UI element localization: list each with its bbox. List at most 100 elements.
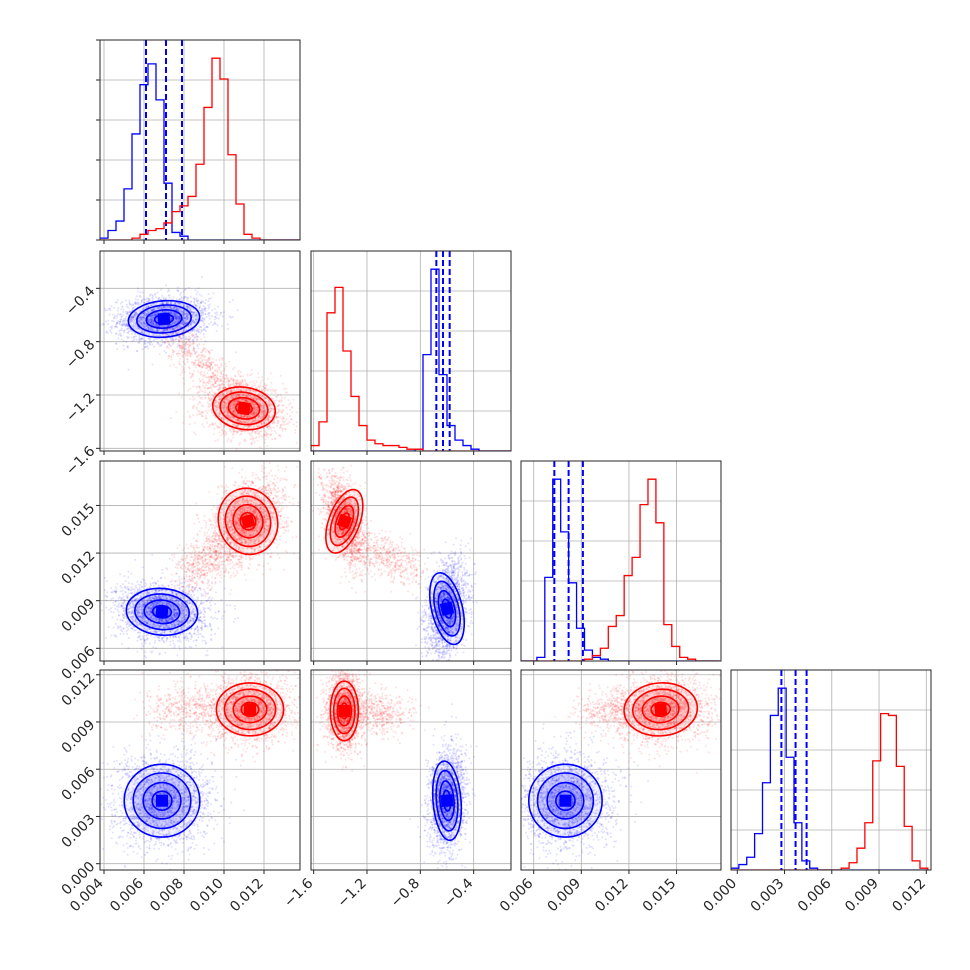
sample-point	[153, 345, 156, 348]
sample-point	[236, 309, 239, 312]
sample-point	[195, 333, 198, 336]
sample-point	[191, 313, 194, 315]
sample-point	[184, 316, 187, 319]
sample-point	[197, 395, 200, 398]
sample-point	[187, 315, 190, 318]
sample-point	[193, 298, 196, 301]
sample-point	[163, 342, 166, 345]
sample-point	[127, 314, 130, 316]
sample-point	[116, 309, 119, 312]
sample-point	[211, 367, 214, 370]
sample-point	[134, 302, 136, 305]
sample-point	[146, 309, 149, 312]
sample-point	[229, 315, 231, 318]
sample-point	[275, 399, 278, 402]
sample-point	[130, 320, 133, 323]
sample-point	[133, 314, 136, 317]
sample-point	[166, 324, 168, 327]
sample-point	[204, 654, 207, 657]
sample-point	[151, 315, 154, 318]
sample-point	[109, 329, 112, 331]
sample-point	[116, 301, 118, 304]
sample-point	[125, 299, 127, 302]
sample-point	[147, 333, 150, 335]
sample-point	[165, 302, 168, 305]
sample-point	[134, 302, 137, 305]
sample-point	[192, 335, 195, 338]
sample-point	[267, 427, 270, 430]
sample-point	[187, 324, 190, 327]
sample-point	[175, 317, 178, 320]
sample-point	[192, 297, 195, 299]
sample-point	[121, 310, 124, 313]
panel-frame	[310, 250, 512, 452]
sample-point	[151, 294, 154, 297]
sample-point	[179, 336, 181, 338]
sample-point	[117, 312, 120, 315]
sample-point	[219, 384, 222, 387]
sample-point	[167, 324, 170, 327]
sample-point	[295, 421, 298, 424]
sample-point	[250, 435, 253, 438]
sample-point	[283, 388, 286, 390]
sample-point	[202, 328, 205, 330]
sample-point	[213, 380, 216, 383]
sample-point	[175, 320, 178, 323]
sample-point	[199, 633, 202, 636]
sample-point	[117, 597, 120, 600]
sample-point	[143, 320, 146, 323]
sample-point	[199, 301, 202, 304]
sample-point	[178, 310, 181, 312]
sample-point	[175, 317, 178, 320]
sample-point	[194, 361, 197, 364]
sample-point	[131, 308, 134, 311]
sample-point	[219, 371, 222, 374]
sample-point	[173, 311, 176, 314]
sample-point	[189, 295, 192, 298]
sample-point	[188, 423, 191, 426]
sample-point	[132, 327, 135, 330]
sample-point	[200, 326, 203, 329]
sample-point	[282, 428, 285, 430]
sample-point	[121, 305, 123, 308]
sample-point	[261, 376, 263, 378]
sample-point	[220, 434, 223, 437]
sample-point	[145, 345, 148, 348]
sample-point	[176, 326, 179, 329]
sample-point	[189, 338, 191, 341]
sample-point	[202, 362, 205, 365]
sample-point	[179, 373, 182, 376]
sample-point	[170, 302, 172, 305]
sample-point	[156, 325, 159, 328]
sample-point	[208, 315, 211, 317]
sample-point	[110, 327, 113, 330]
sample-point	[186, 354, 189, 357]
sample-point	[143, 325, 146, 328]
sample-point	[201, 415, 204, 418]
sample-point	[192, 407, 194, 410]
sample-point	[192, 334, 195, 337]
sample-point	[204, 350, 207, 353]
sample-point	[141, 645, 144, 648]
sample-point	[119, 332, 121, 335]
sample-point	[178, 575, 181, 578]
sample-point	[221, 325, 224, 328]
sample-point	[132, 316, 135, 319]
sample-point	[194, 304, 197, 307]
sample-point	[200, 314, 203, 317]
sample-point	[131, 332, 134, 335]
sample-point	[147, 297, 150, 300]
sample-point	[194, 289, 197, 292]
sample-point	[123, 324, 126, 327]
sample-point	[193, 632, 196, 635]
sample-point	[183, 363, 186, 365]
sample-point	[159, 331, 162, 333]
sample-point	[208, 303, 211, 306]
sample-point	[283, 396, 286, 399]
sample-point	[145, 313, 148, 315]
sample-point	[121, 589, 124, 592]
sample-point	[138, 339, 141, 342]
sample-point	[182, 324, 185, 327]
sample-point	[185, 328, 188, 331]
sample-point	[194, 314, 197, 317]
